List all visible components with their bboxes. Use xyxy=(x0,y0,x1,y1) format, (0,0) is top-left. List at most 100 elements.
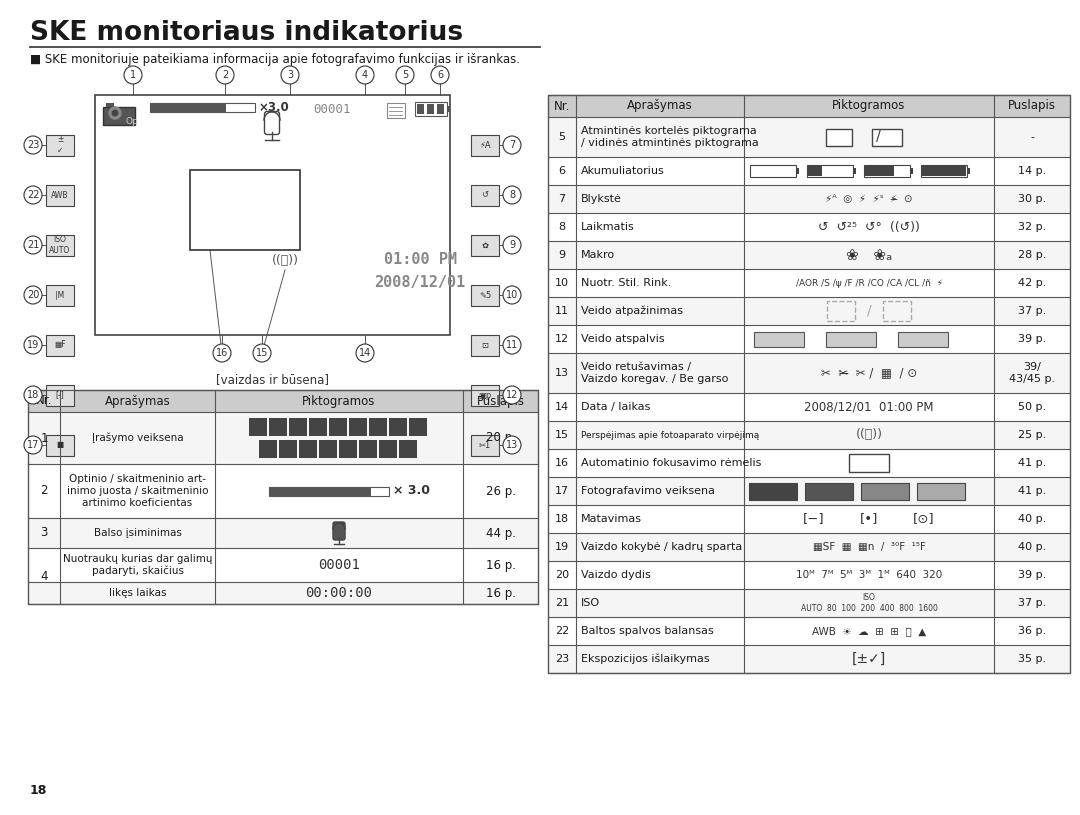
Text: ⚡A: ⚡A xyxy=(480,140,490,149)
Bar xyxy=(427,104,434,114)
Bar xyxy=(805,483,853,500)
Text: ▦SF  ▦  ▦n  /  ³⁰F  ¹⁵F: ▦SF ▦ ▦n / ³⁰F ¹⁵F xyxy=(812,542,926,552)
Circle shape xyxy=(213,344,231,362)
Text: 9: 9 xyxy=(558,250,566,260)
Text: Aprašymas: Aprašymas xyxy=(105,394,171,408)
Text: 30 p.: 30 p. xyxy=(1018,194,1047,204)
Text: 7: 7 xyxy=(509,140,515,150)
Bar xyxy=(922,166,966,176)
Text: 16: 16 xyxy=(555,458,569,468)
Bar xyxy=(471,235,499,256)
Circle shape xyxy=(24,236,42,254)
Text: 3: 3 xyxy=(40,526,48,540)
Bar xyxy=(415,102,447,116)
Text: 35 p.: 35 p. xyxy=(1018,654,1047,664)
Text: × 3.0: × 3.0 xyxy=(393,484,430,497)
Bar xyxy=(103,107,135,125)
Bar xyxy=(471,135,499,156)
Text: 6: 6 xyxy=(558,166,566,176)
Bar xyxy=(548,185,1070,213)
Bar xyxy=(417,104,424,114)
Bar xyxy=(46,235,75,256)
Text: 00001: 00001 xyxy=(313,103,351,116)
Bar xyxy=(865,166,894,176)
Text: 12: 12 xyxy=(505,390,518,400)
Bar xyxy=(150,103,226,112)
Text: ISO
AUTO  80  100  200  400  800  1600: ISO AUTO 80 100 200 400 800 1600 xyxy=(800,593,937,613)
Bar xyxy=(750,165,796,177)
FancyBboxPatch shape xyxy=(333,522,345,540)
Bar xyxy=(95,95,450,335)
Text: 18: 18 xyxy=(30,784,48,797)
Text: 3: 3 xyxy=(287,70,293,80)
Text: 6: 6 xyxy=(437,70,443,80)
Text: 00:00:00: 00:00:00 xyxy=(306,586,373,600)
Bar xyxy=(349,418,367,436)
Bar xyxy=(447,106,450,112)
Bar xyxy=(826,129,852,146)
Text: 50 p.: 50 p. xyxy=(1018,402,1047,412)
Text: 39/
43/45 p.: 39/ 43/45 p. xyxy=(1009,362,1055,384)
Text: 18: 18 xyxy=(27,390,39,400)
Circle shape xyxy=(503,286,521,304)
Bar xyxy=(309,418,327,436)
Text: Vaizdo dydis: Vaizdo dydis xyxy=(581,570,651,580)
Bar xyxy=(471,285,499,306)
Bar xyxy=(750,483,797,500)
Text: 4: 4 xyxy=(40,570,48,583)
Text: 44 p.: 44 p. xyxy=(486,526,515,540)
Text: -: - xyxy=(1030,132,1034,142)
Text: Data / laikas: Data / laikas xyxy=(581,402,650,412)
Text: Aprašymas: Aprašymas xyxy=(627,99,693,112)
Bar xyxy=(872,129,902,146)
Bar xyxy=(106,103,114,107)
Bar xyxy=(548,449,1070,477)
Bar xyxy=(28,412,538,464)
Bar xyxy=(849,454,889,472)
Text: AWB  ☀  ☁  ⊞  ⊞  💡  ▲: AWB ☀ ☁ ⊞ ⊞ 💡 ▲ xyxy=(812,626,927,636)
Text: 7: 7 xyxy=(558,194,566,204)
Text: Puslapis: Puslapis xyxy=(1008,99,1056,112)
Text: 21: 21 xyxy=(27,240,39,250)
Text: Perspėjimas apie fotoaparato virpėjimą: Perspėjimas apie fotoaparato virpėjimą xyxy=(581,430,759,439)
Circle shape xyxy=(24,386,42,404)
Text: Nuotraukų kurias dar galimų
padaryti, skaičius: Nuotraukų kurias dar galimų padaryti, sk… xyxy=(63,554,213,576)
Circle shape xyxy=(503,436,521,454)
Bar xyxy=(548,241,1070,269)
Text: 16 p.: 16 p. xyxy=(486,587,515,600)
Text: 14: 14 xyxy=(359,348,372,358)
Text: 22: 22 xyxy=(27,190,39,200)
Text: Veido retušavimas /
Vaizdo koregav. / Be garso: Veido retušavimas / Vaizdo koregav. / Be… xyxy=(581,362,728,384)
Bar xyxy=(359,440,377,458)
Circle shape xyxy=(503,386,521,404)
Bar xyxy=(28,518,538,548)
Bar xyxy=(826,332,876,347)
Text: 1: 1 xyxy=(40,431,48,444)
Text: 41 p.: 41 p. xyxy=(1017,458,1047,468)
Text: ▦F: ▦F xyxy=(54,341,66,350)
Text: 40 p.: 40 p. xyxy=(1017,542,1047,552)
Text: ISO
AUTO: ISO AUTO xyxy=(50,236,70,255)
Circle shape xyxy=(24,136,42,154)
Text: 10: 10 xyxy=(505,290,518,300)
Bar xyxy=(259,440,276,458)
Text: 1: 1 xyxy=(130,70,136,80)
Text: Įrašymo veiksena: Įrašymo veiksena xyxy=(92,433,184,443)
Text: 39 p.: 39 p. xyxy=(1017,334,1047,344)
Text: Balso įsiminimas: Balso įsiminimas xyxy=(94,528,181,538)
Bar xyxy=(46,285,75,306)
Text: 36 p.: 36 p. xyxy=(1018,626,1047,636)
Text: 22: 22 xyxy=(555,626,569,636)
Circle shape xyxy=(503,236,521,254)
Bar xyxy=(299,440,318,458)
Bar xyxy=(796,168,799,174)
Text: 17: 17 xyxy=(555,486,569,496)
Text: Akumuliatorius: Akumuliatorius xyxy=(581,166,665,176)
Bar xyxy=(921,165,967,177)
Bar xyxy=(249,418,267,436)
Text: ✂1: ✂1 xyxy=(478,440,491,450)
Text: 37 p.: 37 p. xyxy=(1017,306,1047,316)
Bar xyxy=(883,301,912,321)
Text: ▣p: ▣p xyxy=(478,390,491,399)
Text: 19: 19 xyxy=(27,340,39,350)
